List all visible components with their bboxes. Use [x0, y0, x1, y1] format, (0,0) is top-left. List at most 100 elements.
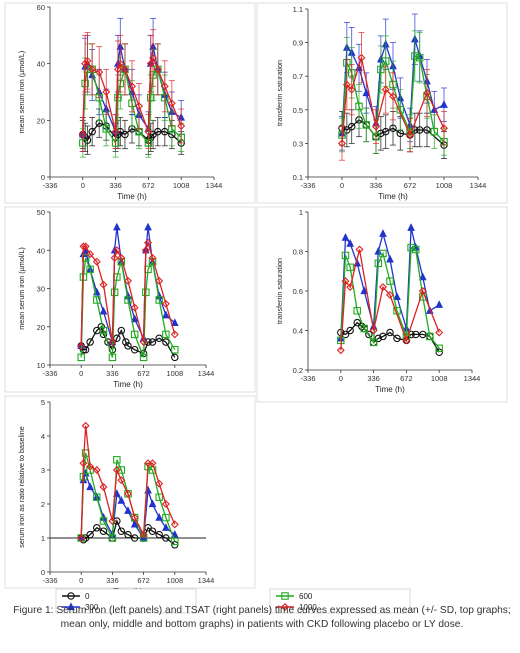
point-marker — [81, 254, 90, 262]
point-marker — [99, 280, 108, 289]
point-marker — [360, 324, 368, 333]
point-marker — [393, 334, 401, 343]
y-tick-label: 0.1 — [293, 173, 303, 182]
y-tick-label: 1 — [41, 534, 45, 543]
y-tick-label: 20 — [37, 323, 45, 332]
point-marker — [162, 513, 170, 522]
y-tick-label: 0.3 — [293, 139, 303, 148]
x-tick-label: 1008 — [431, 374, 448, 383]
point-marker — [79, 242, 88, 251]
point-marker — [77, 534, 86, 542]
point-marker — [281, 592, 289, 600]
point-marker — [365, 330, 373, 339]
panel-frame — [4, 206, 256, 393]
x-axis-label: Time (h) — [117, 192, 147, 201]
point-marker — [146, 59, 155, 68]
point-marker — [146, 93, 155, 102]
point-marker — [130, 314, 139, 323]
series-line — [82, 122, 182, 144]
point-marker — [386, 254, 394, 263]
point-marker — [162, 310, 170, 319]
y-tick-label: 50 — [37, 208, 45, 217]
x-axis-label: Time (h) — [375, 385, 405, 394]
point-marker — [177, 122, 186, 130]
point-marker — [357, 53, 366, 62]
point-marker — [148, 459, 157, 468]
point-marker — [130, 303, 139, 312]
point-marker — [120, 65, 129, 74]
point-marker — [346, 326, 354, 335]
series-1000 — [77, 421, 179, 542]
x-tick-label: 1008 — [436, 181, 453, 190]
x-tick-label: 672 — [404, 181, 417, 190]
legend-item-1000: 1000 — [276, 603, 317, 612]
y-tick-label: 0.9 — [293, 39, 303, 48]
point-marker — [81, 345, 90, 354]
point-marker — [113, 456, 121, 464]
chart-top-right: 0.1 0.3 0.5 0.7 0.9 1.1 -336 0 336 672 1008 1344 Tim… — [256, 2, 508, 204]
point-marker — [124, 506, 132, 514]
point-marker — [83, 56, 92, 65]
point-marker — [338, 139, 346, 148]
point-marker — [341, 233, 350, 241]
y-tick-label: 60 — [37, 3, 45, 12]
legend-item-0: 0 — [62, 592, 90, 601]
series-600 — [337, 243, 443, 353]
figure-caption: Figure 1: Serum iron (left panels) and T… — [13, 605, 511, 630]
y-tick-label: 0.4 — [293, 327, 303, 336]
point-marker — [171, 537, 179, 546]
point-marker — [406, 131, 414, 139]
point-marker — [122, 338, 130, 346]
point-marker — [144, 238, 153, 247]
point-marker — [407, 223, 415, 231]
x-tick-label: 0 — [340, 181, 344, 190]
x-tick-label: 0 — [79, 576, 83, 585]
point-marker — [142, 288, 150, 297]
legend-box — [55, 588, 197, 614]
x-tick-label: 336 — [106, 369, 119, 378]
point-marker — [170, 520, 179, 529]
point-marker — [88, 127, 96, 136]
point-marker — [86, 265, 94, 274]
y-tick-label: 10 — [37, 361, 45, 370]
point-marker — [155, 334, 163, 342]
series-line — [341, 57, 445, 144]
legend-label: 0 — [85, 592, 90, 601]
x-tick-label: 1008 — [166, 576, 183, 585]
point-marker — [379, 332, 387, 341]
point-marker — [99, 306, 108, 315]
point-marker — [353, 306, 361, 315]
point-marker — [389, 92, 397, 101]
point-marker — [160, 82, 169, 91]
point-marker — [362, 121, 371, 129]
point-marker — [67, 592, 75, 600]
x-tick-label: -336 — [300, 374, 315, 383]
point-marker — [144, 127, 153, 136]
series-0 — [338, 102, 448, 159]
point-marker — [386, 328, 394, 337]
point-marker — [99, 326, 108, 335]
y-tick-label: 1 — [299, 208, 303, 217]
series-line — [340, 227, 440, 339]
point-marker — [435, 328, 444, 337]
y-tick-label: 20 — [37, 116, 45, 125]
point-marker — [113, 222, 121, 231]
point-marker — [407, 243, 415, 252]
point-marker — [116, 59, 125, 68]
point-marker — [128, 82, 136, 91]
series-line — [82, 56, 182, 135]
point-marker — [402, 336, 411, 345]
point-marker — [78, 130, 87, 139]
point-marker — [161, 127, 169, 136]
series-line — [340, 321, 440, 353]
point-marker — [415, 126, 424, 134]
point-marker — [117, 253, 126, 262]
point-marker — [130, 534, 139, 542]
point-marker — [353, 318, 361, 327]
point-marker — [117, 466, 126, 474]
y-tick-label: 0 — [41, 173, 45, 182]
y-tick-label: 30 — [37, 285, 45, 294]
